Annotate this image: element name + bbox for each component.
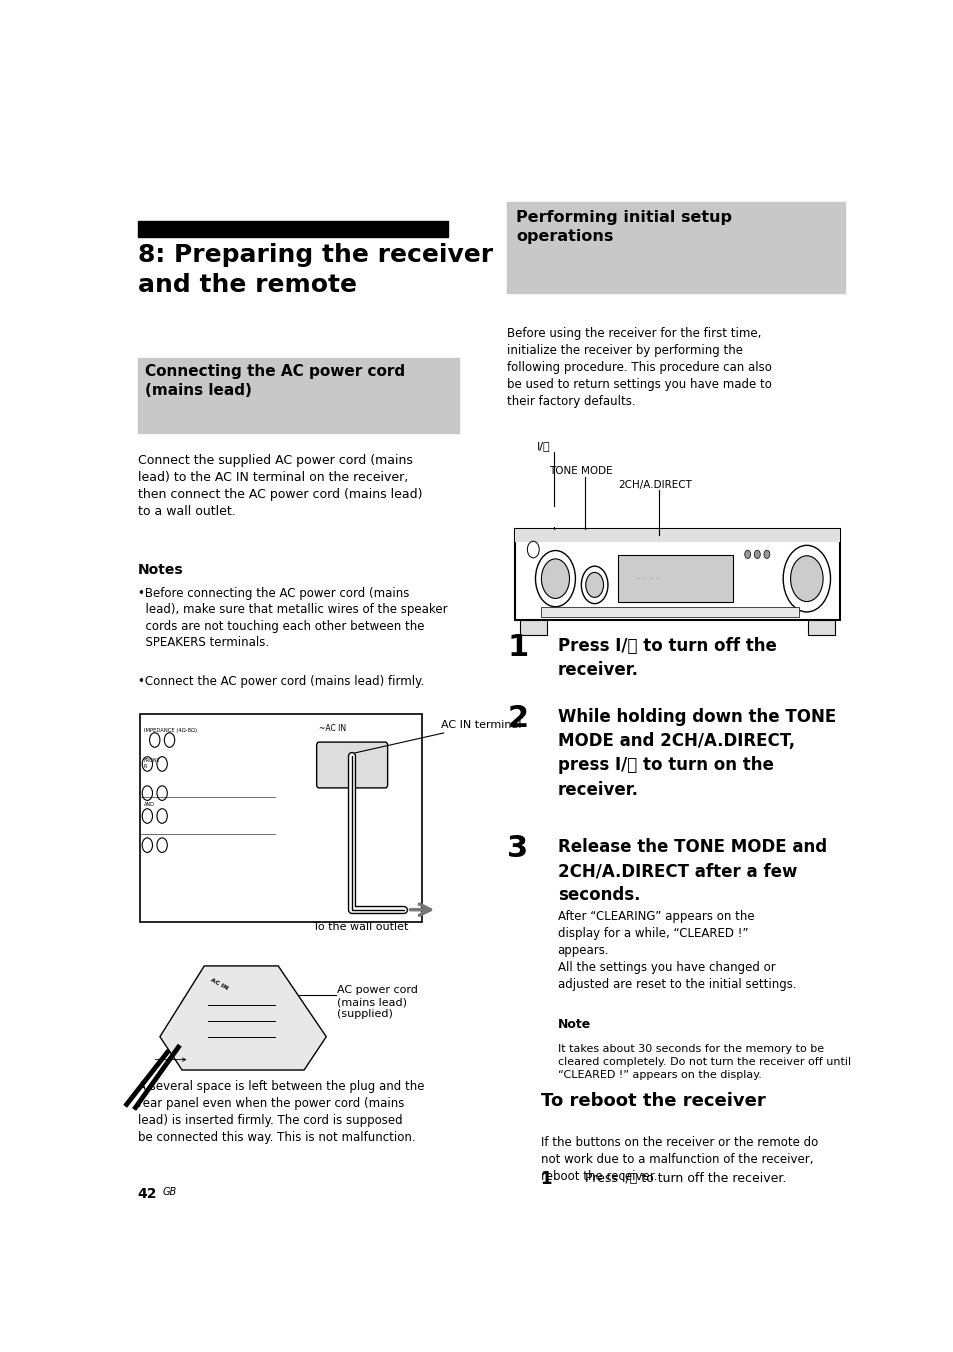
Bar	[519, 621, 546, 635]
Text: To the wall outlet: To the wall outlet	[313, 922, 408, 932]
Text: GB: GB	[162, 1187, 176, 1197]
Text: _ _ _ _: _ _ _ _	[637, 573, 659, 579]
Text: A several space is left between the plug and the
rear panel even when the power : A several space is left between the plug…	[137, 1080, 424, 1144]
Circle shape	[763, 550, 769, 558]
Bar	[807, 621, 834, 635]
Bar	[515, 529, 840, 542]
Text: •Connect the AC power cord (mains lead) firmly.: •Connect the AC power cord (mains lead) …	[137, 676, 423, 688]
Text: I/⏻: I/⏻	[537, 441, 550, 452]
Circle shape	[157, 808, 167, 823]
Circle shape	[157, 838, 167, 853]
Circle shape	[157, 786, 167, 800]
Text: FRONT
R: FRONT R	[144, 757, 160, 768]
Text: Before using the receiver for the first time,
initialize the receiver by perform: Before using the receiver for the first …	[507, 327, 772, 408]
Bar	[140, 714, 422, 922]
Circle shape	[744, 550, 750, 558]
Text: 2: 2	[507, 703, 528, 733]
Circle shape	[142, 757, 152, 771]
Text: IMPEDANCE (4Ω-8Ω): IMPEDANCE (4Ω-8Ω)	[144, 727, 196, 733]
Text: Connecting the AC power cord
(mains lead): Connecting the AC power cord (mains lead…	[145, 364, 405, 399]
Circle shape	[580, 566, 607, 603]
Text: 42: 42	[137, 1187, 157, 1201]
Text: It takes about 30 seconds for the memory to be
cleared completely. Do not turn t: It takes about 30 seconds for the memory…	[558, 1044, 850, 1080]
Circle shape	[157, 757, 167, 771]
Circle shape	[142, 786, 152, 800]
Circle shape	[150, 733, 160, 748]
Bar	[137, 220, 448, 237]
Text: Notes: Notes	[137, 562, 183, 577]
Text: AND: AND	[144, 803, 154, 807]
Text: Release the TONE MODE and
2CH/A.DIRECT after a few
seconds.: Release the TONE MODE and 2CH/A.DIRECT a…	[558, 838, 826, 904]
Text: After “CLEARING” appears on the
display for a while, “CLEARED !”
appears.
All th: After “CLEARING” appears on the display …	[558, 910, 796, 991]
Text: 2CH/A.DIRECT: 2CH/A.DIRECT	[618, 480, 692, 489]
Bar	[540, 607, 799, 617]
Circle shape	[585, 572, 603, 598]
Text: ~AC IN: ~AC IN	[318, 725, 346, 733]
Text: Note: Note	[558, 1018, 590, 1032]
Text: Press I/⏻ to turn off the receiver.: Press I/⏻ to turn off the receiver.	[584, 1172, 785, 1186]
Text: 1: 1	[540, 1169, 552, 1188]
Text: 3: 3	[507, 834, 528, 863]
Text: Press I/⏻ to turn off the
receiver.: Press I/⏻ to turn off the receiver.	[558, 637, 776, 679]
Bar	[515, 529, 840, 621]
Text: 1: 1	[507, 633, 528, 661]
Text: While holding down the TONE
MODE and 2CH/A.DIRECT,
press I/⏻ to turn on the
rece: While holding down the TONE MODE and 2CH…	[558, 707, 835, 799]
Text: AC IN: AC IN	[209, 977, 229, 991]
Circle shape	[782, 545, 830, 612]
FancyBboxPatch shape	[316, 742, 387, 788]
Circle shape	[142, 808, 152, 823]
Bar	[137, 358, 459, 433]
Circle shape	[541, 558, 569, 599]
Text: •Before connecting the AC power cord (mains
  lead), make sure that metallic wir: •Before connecting the AC power cord (ma…	[137, 587, 447, 649]
Circle shape	[754, 550, 760, 558]
Text: Performing initial setup
operations: Performing initial setup operations	[516, 210, 732, 245]
Bar	[507, 201, 844, 293]
Polygon shape	[160, 965, 326, 1069]
Text: 8: Preparing the receiver
and the remote: 8: Preparing the receiver and the remote	[137, 243, 493, 297]
Circle shape	[527, 541, 538, 558]
Text: TONE MODE: TONE MODE	[549, 466, 613, 476]
Circle shape	[164, 733, 174, 748]
Text: AC IN terminal: AC IN terminal	[355, 719, 521, 753]
Text: AC power cord
(mains lead)
(supplied): AC power cord (mains lead) (supplied)	[337, 984, 417, 1019]
Text: If the buttons on the receiver or the remote do
not work due to a malfunction of: If the buttons on the receiver or the re…	[540, 1136, 817, 1183]
Circle shape	[142, 838, 152, 853]
Bar	[618, 554, 732, 602]
Text: To reboot the receiver: To reboot the receiver	[540, 1092, 764, 1110]
Circle shape	[790, 556, 822, 602]
Circle shape	[535, 550, 575, 607]
Text: Connect the supplied AC power cord (mains
lead) to the AC IN terminal on the rec: Connect the supplied AC power cord (main…	[137, 454, 422, 518]
